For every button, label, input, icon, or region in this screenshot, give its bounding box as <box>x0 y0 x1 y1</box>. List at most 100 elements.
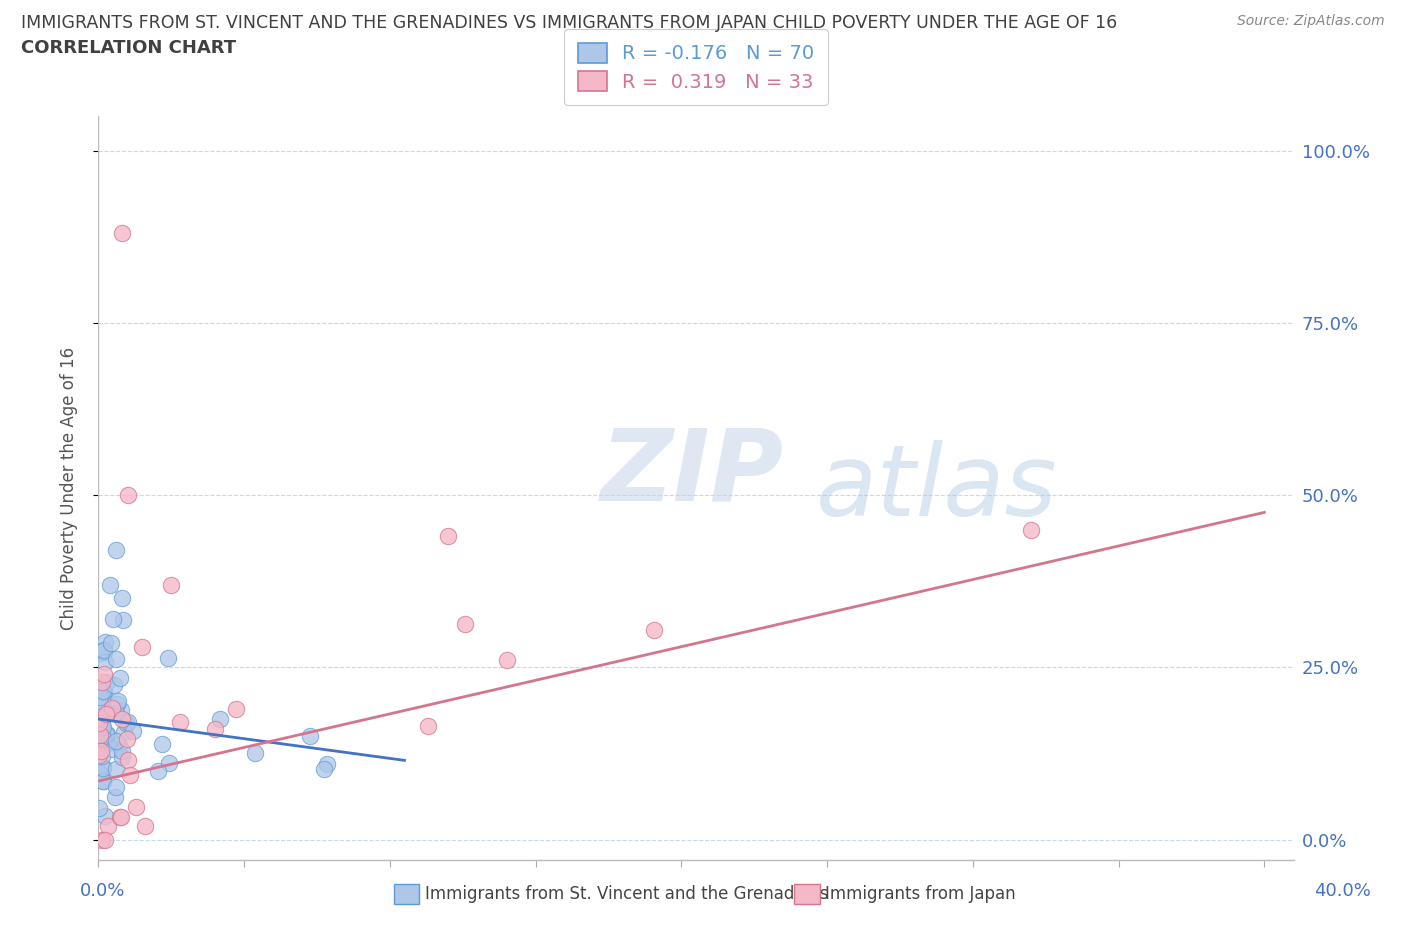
Point <box>108 810 131 825</box>
Point <box>418 719 440 734</box>
Point <box>160 578 183 592</box>
Point <box>312 762 335 777</box>
Point <box>134 818 156 833</box>
Point <box>96 726 118 741</box>
Point <box>103 677 125 692</box>
Point <box>91 681 114 696</box>
Point <box>243 746 266 761</box>
Point <box>96 726 118 741</box>
Point <box>91 684 114 698</box>
Point <box>90 743 112 758</box>
Point <box>93 685 115 700</box>
Point <box>111 613 134 628</box>
Point <box>298 728 321 743</box>
Point <box>91 731 114 746</box>
Point <box>90 644 112 658</box>
Point <box>96 727 118 742</box>
Point <box>87 710 110 724</box>
Point <box>107 693 129 708</box>
Point <box>110 702 132 717</box>
Point <box>150 737 173 751</box>
Point <box>91 721 114 736</box>
Point <box>105 697 128 711</box>
Point <box>96 674 118 689</box>
Text: ZIP: ZIP <box>600 425 783 522</box>
Point <box>89 728 111 743</box>
Point <box>131 639 153 654</box>
Point <box>643 622 665 637</box>
Point <box>101 612 124 627</box>
Point <box>87 716 110 731</box>
Point <box>91 759 114 774</box>
Point <box>169 715 191 730</box>
Point <box>104 790 127 804</box>
Point <box>114 715 136 730</box>
Point <box>87 801 110 816</box>
Point <box>93 832 115 847</box>
Point <box>87 645 110 660</box>
Point <box>89 696 111 711</box>
Point <box>146 764 169 778</box>
Point <box>100 636 122 651</box>
Point <box>91 720 114 735</box>
Point <box>103 701 125 716</box>
Text: IMMIGRANTS FROM ST. VINCENT AND THE GRENADINES VS IMMIGRANTS FROM JAPAN CHILD PO: IMMIGRANTS FROM ST. VINCENT AND THE GREN… <box>21 14 1118 32</box>
Point <box>94 731 117 746</box>
Point <box>110 810 132 825</box>
Point <box>96 736 118 751</box>
Text: 0.0%: 0.0% <box>80 882 125 900</box>
Point <box>125 800 148 815</box>
Point <box>100 700 122 715</box>
Point <box>108 671 131 685</box>
Point <box>111 750 134 764</box>
Point <box>115 731 138 746</box>
Point <box>225 701 247 716</box>
Text: Source: ZipAtlas.com: Source: ZipAtlas.com <box>1237 14 1385 28</box>
Point <box>104 734 127 749</box>
Point <box>108 737 131 752</box>
Point <box>87 765 110 780</box>
Point <box>93 644 115 659</box>
Point <box>496 652 519 667</box>
Point <box>90 730 112 745</box>
Text: Immigrants from St. Vincent and the Grenadines: Immigrants from St. Vincent and the Gren… <box>425 884 828 903</box>
Point <box>118 768 141 783</box>
Y-axis label: Child Poverty Under the Age of 16: Child Poverty Under the Age of 16 <box>59 347 77 630</box>
Point <box>157 756 180 771</box>
Point <box>204 722 226 737</box>
Point <box>91 773 114 788</box>
Point <box>117 752 139 767</box>
Point <box>437 529 460 544</box>
Point <box>98 578 121 592</box>
Text: atlas: atlas <box>815 440 1057 537</box>
Point <box>91 761 114 776</box>
Point <box>111 591 134 606</box>
Point <box>111 712 134 727</box>
Text: CORRELATION CHART: CORRELATION CHART <box>21 39 236 57</box>
Point <box>315 756 337 771</box>
Point <box>111 744 134 759</box>
Point <box>90 749 112 764</box>
Point <box>91 832 114 847</box>
Point <box>117 714 139 729</box>
Legend: R = -0.176   N = 70, R =  0.319   N = 33: R = -0.176 N = 70, R = 0.319 N = 33 <box>564 29 828 105</box>
Point <box>209 711 232 726</box>
Point <box>101 742 124 757</box>
Point <box>89 747 111 762</box>
Text: Immigrants from Japan: Immigrants from Japan <box>825 884 1017 903</box>
Point <box>90 711 112 725</box>
Point <box>105 762 128 777</box>
Point <box>104 779 127 794</box>
Point <box>122 724 145 738</box>
Point <box>93 635 115 650</box>
Point <box>94 707 117 722</box>
Point <box>104 651 127 666</box>
Point <box>87 733 110 748</box>
Point <box>94 809 117 824</box>
Point <box>112 725 135 740</box>
Point <box>97 819 120 834</box>
Point <box>93 643 115 658</box>
Point <box>104 543 127 558</box>
Point <box>91 774 114 789</box>
Point <box>1019 522 1042 537</box>
